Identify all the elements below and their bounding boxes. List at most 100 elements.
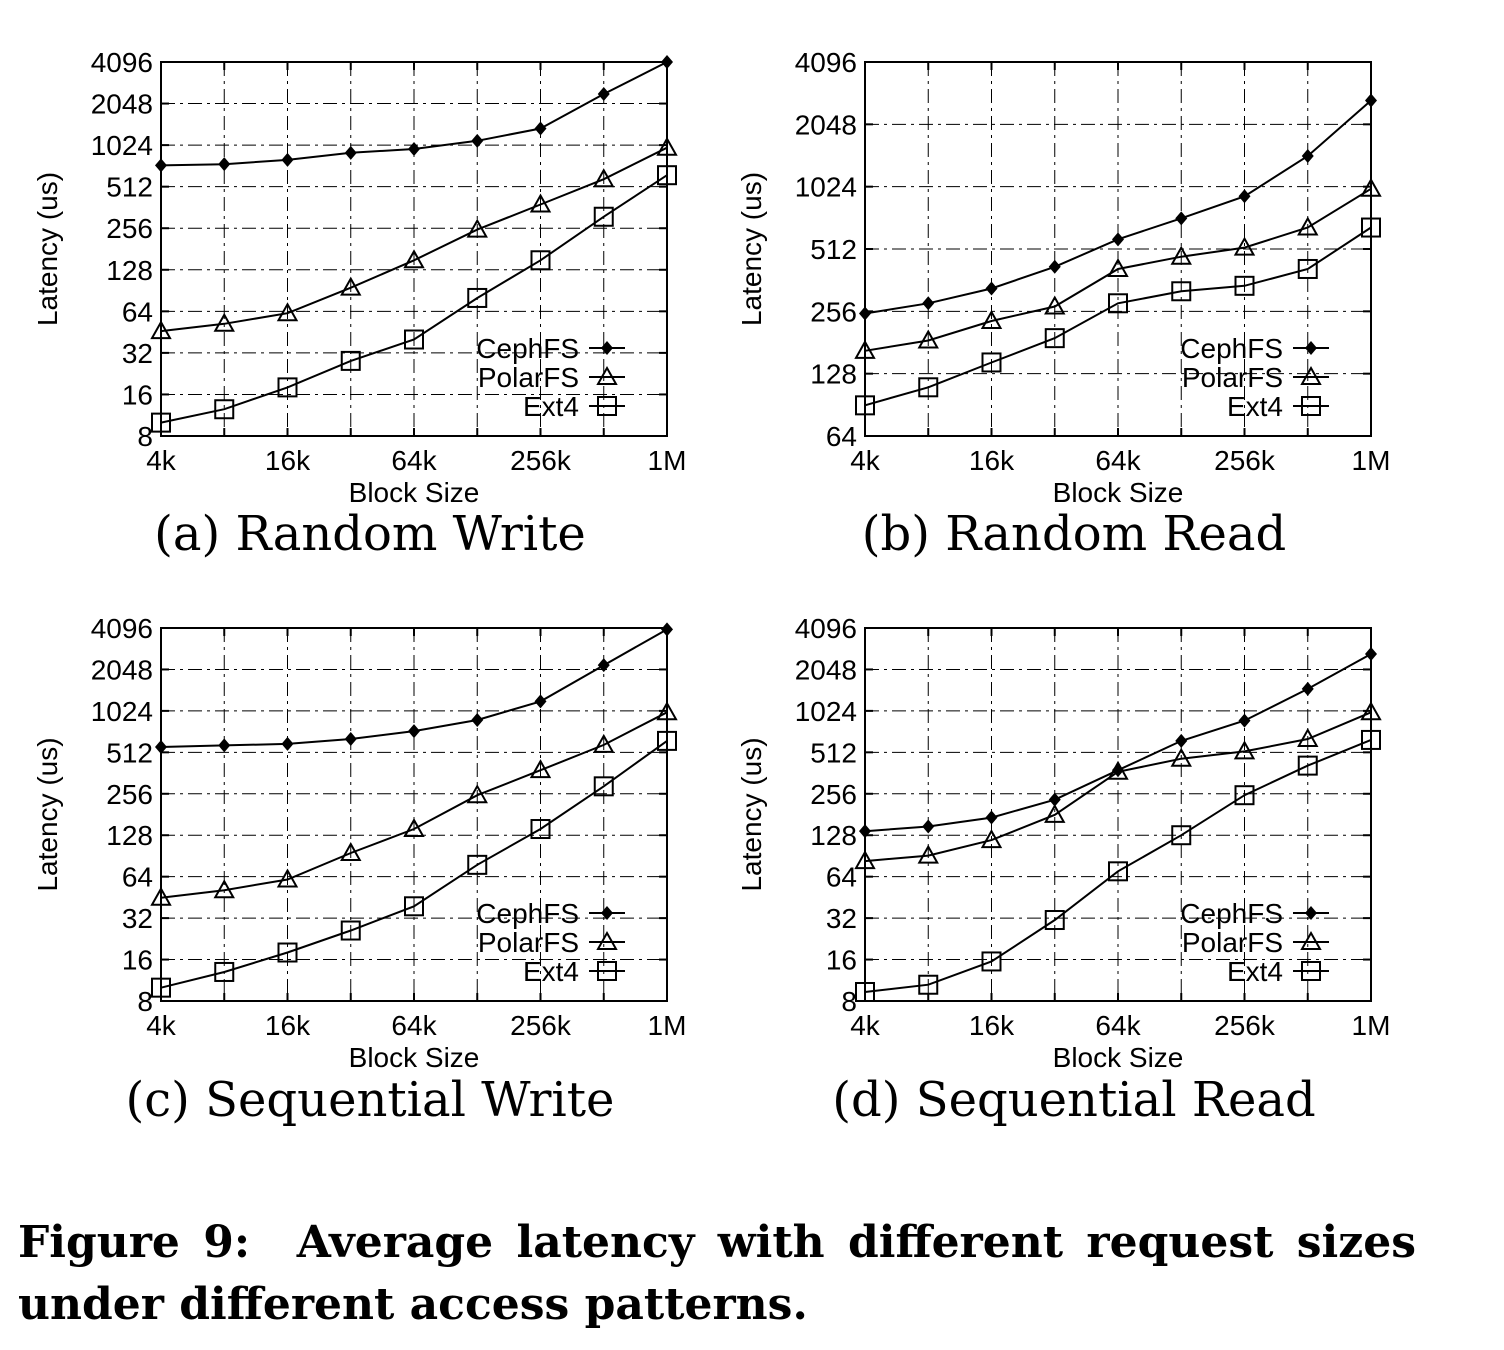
y-tick-label: 64 xyxy=(122,296,153,327)
y-tick-label: 8 xyxy=(137,986,153,1017)
caption-text: Average latency with different request s… xyxy=(18,1217,1416,1330)
x-axis-label: Block Size xyxy=(1053,477,1184,508)
legend-label-cephfs: CephFS xyxy=(476,898,579,929)
data-point-ext4 xyxy=(214,961,235,982)
data-point-ext4 xyxy=(467,854,488,875)
series-line-ext4 xyxy=(864,226,1372,407)
data-point-polarfs xyxy=(917,844,939,864)
y-tick-label: 8 xyxy=(841,986,857,1017)
data-point-ext4 xyxy=(1108,293,1128,314)
data-point-ext4 xyxy=(918,377,939,398)
data-point-cephfs xyxy=(218,738,231,753)
y-tick-label: 16 xyxy=(122,379,153,410)
legend-marker-cephfs xyxy=(601,906,613,920)
y-tick-label: 4096 xyxy=(91,613,153,644)
x-axis-label: Block Size xyxy=(1053,1042,1184,1073)
data-point-ext4 xyxy=(151,977,171,998)
data-point-cephfs xyxy=(661,55,673,69)
legend-label-ext4: Ext4 xyxy=(523,391,579,422)
data-point-ext4 xyxy=(657,730,677,751)
x-tick-label: 4k xyxy=(850,445,881,476)
data-point-polarfs xyxy=(656,701,678,721)
y-tick-label: 256 xyxy=(810,296,857,327)
x-tick-label: 1M xyxy=(648,445,687,476)
data-point-cephfs xyxy=(1048,259,1061,274)
data-point-cephfs xyxy=(1365,647,1377,662)
data-point-polarfs xyxy=(1360,177,1382,197)
chart-b: 64 128 256 512 1024 2048 4096 4k 16k 64k 256k 1M Blo… xyxy=(736,47,1390,562)
subfigure-caption-a: (a) Random Write xyxy=(154,506,586,562)
data-point-polarfs xyxy=(466,218,488,238)
data-point-polarfs xyxy=(1170,245,1192,265)
data-point-ext4 xyxy=(918,974,939,995)
data-point-cephfs xyxy=(1112,232,1124,247)
y-axis-label: Latency (us) xyxy=(736,737,767,891)
data-point-polarfs xyxy=(1297,727,1319,747)
data-point-cephfs xyxy=(922,819,935,834)
x-tick-label: 64k xyxy=(1095,1010,1141,1041)
y-tick-label: 64 xyxy=(826,421,857,452)
data-point-cephfs xyxy=(471,133,484,148)
y-tick-label: 128 xyxy=(106,255,153,286)
data-point-ext4 xyxy=(467,287,488,308)
y-tick-label: 128 xyxy=(810,359,857,390)
chart-d: 8 16 32 64 128 256 512 1024 2048 4096 4k 16k 64k 256k… xyxy=(736,613,1390,1128)
x-tick-label: 16k xyxy=(969,1010,1015,1041)
data-point-polarfs xyxy=(340,276,362,296)
data-point-ext4 xyxy=(981,951,1002,972)
data-point-cephfs xyxy=(922,296,935,311)
legend-marker-ext4 xyxy=(1301,396,1321,416)
y-tick-label: 1024 xyxy=(91,130,153,161)
y-axis-label: Latency (us) xyxy=(32,737,63,891)
data-point-ext4 xyxy=(1108,861,1128,882)
y-tick-label: 1024 xyxy=(91,696,153,727)
data-point-cephfs xyxy=(534,694,547,709)
data-point-polarfs xyxy=(1044,295,1066,315)
data-point-cephfs xyxy=(155,739,167,754)
y-tick-label: 32 xyxy=(122,338,153,369)
data-point-ext4 xyxy=(404,896,424,917)
data-point-polarfs xyxy=(1107,257,1129,277)
data-point-polarfs xyxy=(150,320,172,340)
data-point-polarfs xyxy=(854,850,876,870)
legend-label-cephfs: CephFS xyxy=(1180,333,1283,364)
legend-marker-polarfs xyxy=(596,365,618,385)
data-point-polarfs xyxy=(1360,701,1382,721)
data-point-polarfs xyxy=(593,168,615,188)
data-point-polarfs xyxy=(980,829,1003,849)
data-point-ext4 xyxy=(855,395,875,416)
subfigure-caption-c: (c) Sequential Write xyxy=(126,1072,615,1128)
chart-a: 8 16 32 64 128 256 512 1024 2048 4096 4k 16k 64k 256k… xyxy=(32,47,686,562)
legend-marker-cephfs xyxy=(1305,906,1317,920)
y-tick-label: 4096 xyxy=(795,47,857,78)
data-point-ext4 xyxy=(340,350,361,371)
data-point-ext4 xyxy=(1361,217,1381,238)
data-point-cephfs xyxy=(859,824,871,839)
x-tick-label: 16k xyxy=(969,445,1015,476)
data-point-cephfs xyxy=(534,121,547,136)
data-point-cephfs xyxy=(1238,189,1251,204)
data-point-polarfs xyxy=(213,879,235,899)
data-point-polarfs xyxy=(593,733,615,753)
data-point-polarfs xyxy=(1170,747,1192,767)
x-axis-label: Block Size xyxy=(349,1042,480,1073)
y-tick-label: 32 xyxy=(122,903,153,934)
data-point-polarfs xyxy=(276,868,299,888)
y-tick-label: 64 xyxy=(122,862,153,893)
legend-marker-polarfs xyxy=(1300,930,1322,950)
y-axis-label: Latency (us) xyxy=(736,172,767,326)
y-tick-label: 4096 xyxy=(91,47,153,78)
data-point-cephfs xyxy=(1301,149,1314,164)
y-tick-label: 512 xyxy=(810,234,857,265)
data-point-ext4 xyxy=(1234,275,1255,296)
data-point-ext4 xyxy=(277,942,298,963)
y-tick-label: 512 xyxy=(106,737,153,768)
series-line-polarfs xyxy=(160,146,668,333)
legend-label-cephfs: CephFS xyxy=(1180,898,1283,929)
data-point-ext4 xyxy=(1297,755,1318,776)
y-tick-label: 64 xyxy=(826,862,857,893)
legend-marker-ext4 xyxy=(597,961,617,981)
data-point-cephfs xyxy=(471,712,484,727)
legend-label-polarfs: PolarFS xyxy=(478,362,579,393)
data-point-ext4 xyxy=(593,206,614,227)
